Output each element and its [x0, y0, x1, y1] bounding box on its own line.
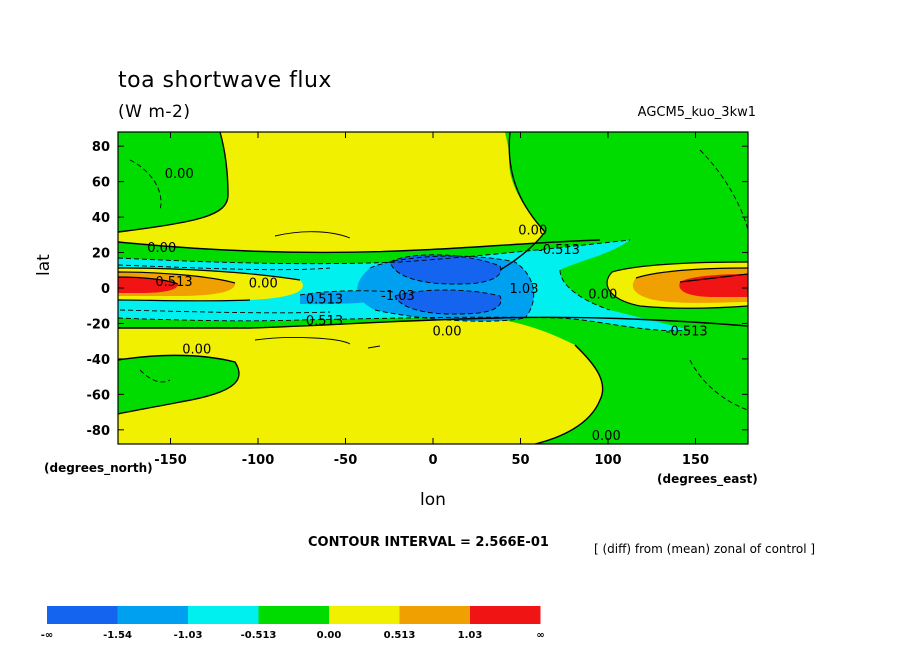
diff-note: [ (diff) from (mean) zonal of control ]: [594, 542, 816, 556]
colorbar-swatch: [329, 606, 400, 624]
y-tick-label: 40: [92, 211, 110, 226]
chart-title: toa shortwave flux: [118, 68, 332, 93]
negative-contours: [118, 149, 748, 411]
colorbar: -∞ -1.54 -1.03 -0.513 0.00 0.513 1.03 ∞: [41, 606, 545, 641]
colorbar-label: -1.54: [103, 630, 132, 641]
colorbar-swatch: [470, 606, 541, 624]
x-tick-label: -150: [154, 453, 187, 468]
contour-label: -0.513: [538, 243, 580, 258]
contour-label: 0.00: [182, 342, 211, 357]
y-ticks: 80 60 40 20 0 -20 -40 -60 -80: [87, 140, 748, 439]
colorbar-label: ∞: [536, 630, 544, 641]
colorbar-label: 0.513: [384, 630, 416, 641]
y-tick-label: -80: [87, 424, 111, 439]
x-tick-label: 0: [428, 453, 437, 468]
contour-label: 0.513: [306, 314, 343, 329]
colorbar-swatch: [117, 606, 188, 624]
y-tick-label: 80: [92, 140, 110, 155]
contour-label: -0.513: [666, 325, 708, 340]
colorbar-label: -0.513: [241, 630, 277, 641]
contour-lines: [118, 132, 748, 444]
x-tick-label: 50: [511, 453, 529, 468]
y-tick-label: 20: [92, 247, 110, 262]
x-unit-note: (degrees_east): [657, 472, 758, 486]
y-tick-label: -40: [87, 353, 111, 368]
y-tick-label: -60: [87, 388, 111, 403]
colorbar-swatch: [47, 606, 118, 624]
contour-label: 0.00: [592, 429, 621, 444]
colorbar-swatch: [258, 606, 329, 624]
x-tick-label: 100: [594, 453, 621, 468]
contour-label: -1.03: [381, 289, 415, 304]
x-tick-label: 150: [682, 453, 709, 468]
contour-label: 0.513: [155, 275, 192, 290]
contour-labels: 0.00 0.00 0.513 0.00 0.513 -1.03 0.513 0.00 0.00…: [147, 167, 707, 444]
x-axis-label: lon: [420, 490, 446, 510]
contour-label: 0.00: [249, 277, 278, 292]
y-tick-label: -20: [87, 317, 111, 332]
contour-label: 0.00: [147, 241, 176, 256]
contour-label: 0.00: [588, 287, 617, 302]
run-name: AGCM5_kuo_3kw1: [637, 105, 756, 120]
contour-label: 0.00: [433, 325, 462, 340]
contour-label: 1.03: [510, 282, 539, 297]
contour-label: 0.00: [518, 224, 547, 239]
x-tick-label: -100: [242, 453, 275, 468]
y-tick-label: 60: [92, 176, 110, 191]
contour-label: 0.513: [306, 293, 343, 308]
contour-fill: [118, 132, 748, 444]
contour-label: 0.00: [165, 167, 194, 182]
colorbar-swatch: [399, 606, 470, 624]
colorbar-label: 1.03: [458, 630, 483, 641]
y-tick-label: 0: [101, 282, 110, 297]
colorbar-swatch: [188, 606, 259, 624]
colorbar-label: 0.00: [317, 630, 342, 641]
y-unit-note: (degrees_north): [44, 461, 153, 475]
x-tick-label: -50: [334, 453, 358, 468]
colorbar-label: -∞: [41, 630, 53, 641]
x-ticks: -150 -100 -50 0 50 100 150: [154, 132, 709, 468]
colorbar-label: -1.03: [174, 630, 203, 641]
chart-units: (W m-2): [118, 102, 191, 122]
contour-interval: CONTOUR INTERVAL = 2.566E-01: [308, 535, 549, 550]
